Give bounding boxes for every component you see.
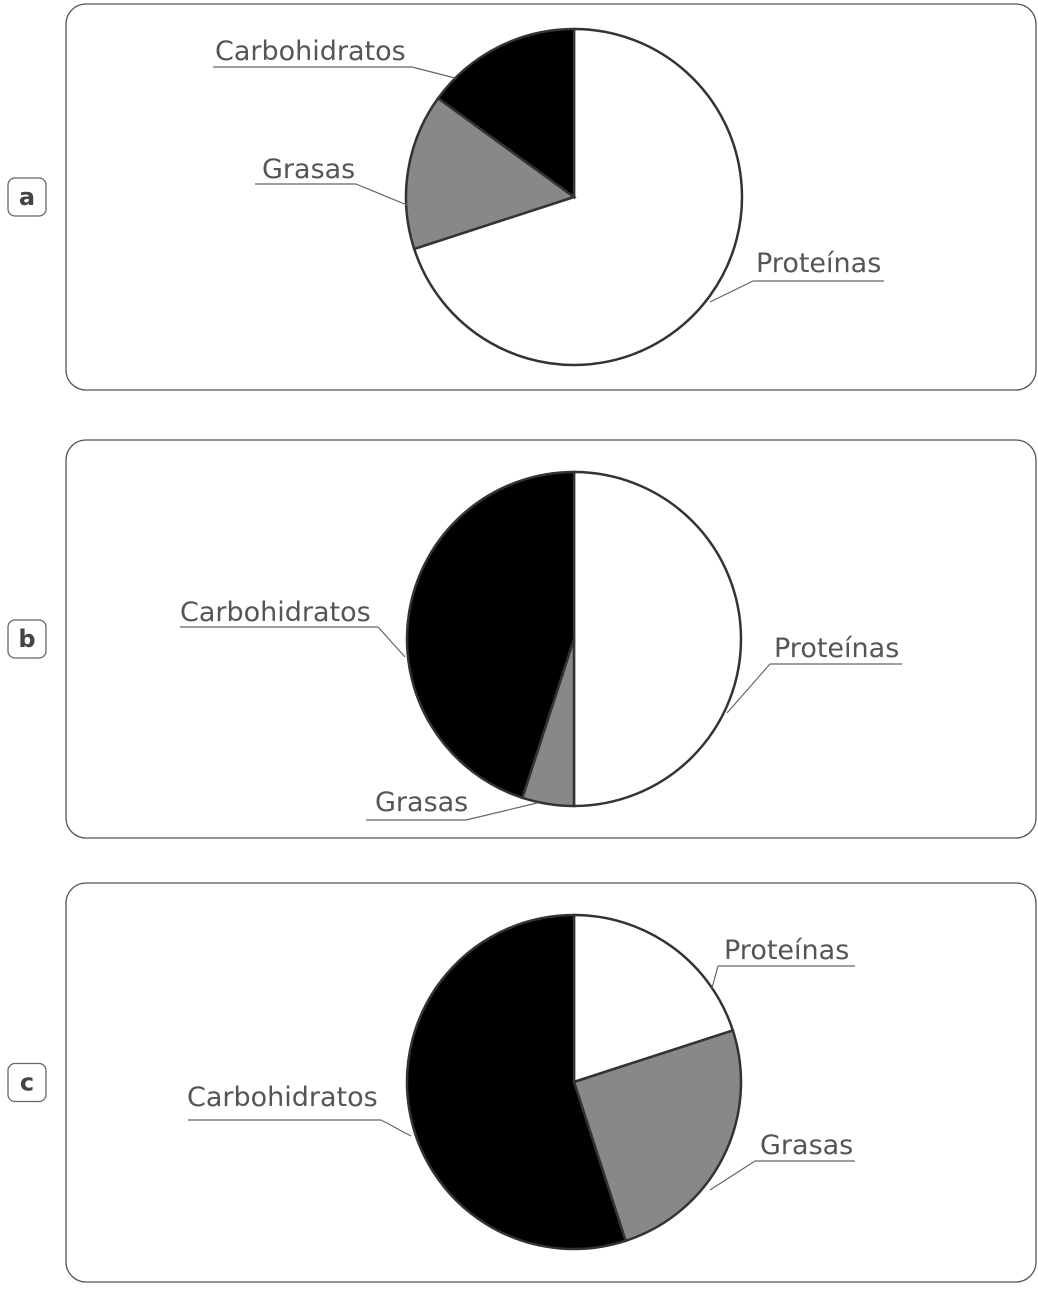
leader-line [411, 66, 456, 79]
leader-line [709, 280, 754, 303]
panel-letter-box [7, 619, 47, 659]
slice-label: Carbohidratos [180, 597, 371, 628]
slice-label: Proteínas [724, 935, 849, 966]
pie-slice [572, 470, 743, 808]
panel-letter: b [18, 625, 35, 653]
slice-label: Proteínas [756, 248, 881, 279]
panel-letter-box [7, 177, 47, 217]
pie-slice [572, 1028, 743, 1243]
panel-letter: c [20, 1069, 34, 1097]
leader-line [726, 663, 771, 714]
slice-label: Grasas [262, 154, 355, 185]
leader-line [711, 965, 719, 989]
slice-label: Proteínas [774, 633, 899, 664]
leader-line [380, 1119, 412, 1137]
pie-slice [405, 913, 628, 1251]
leader-line [465, 802, 538, 821]
panel [65, 3, 1037, 391]
panel [65, 439, 1037, 839]
pie-slice [405, 470, 576, 800]
leader-line [355, 183, 408, 206]
slice-label: Grasas [760, 1130, 853, 1161]
slice-label: Carbohidratos [215, 36, 406, 67]
pie-slice [436, 27, 576, 200]
panel [65, 882, 1037, 1283]
panel-letter: a [19, 183, 35, 211]
pie-slice [412, 27, 744, 367]
slice-label: Carbohidratos [187, 1082, 378, 1113]
panel-letter-box [7, 1062, 47, 1103]
pie-slice [572, 913, 735, 1084]
slice-label: Grasas [375, 787, 468, 818]
leader-line [709, 1160, 756, 1191]
pie-slice [404, 96, 577, 251]
leader-line [377, 626, 406, 658]
